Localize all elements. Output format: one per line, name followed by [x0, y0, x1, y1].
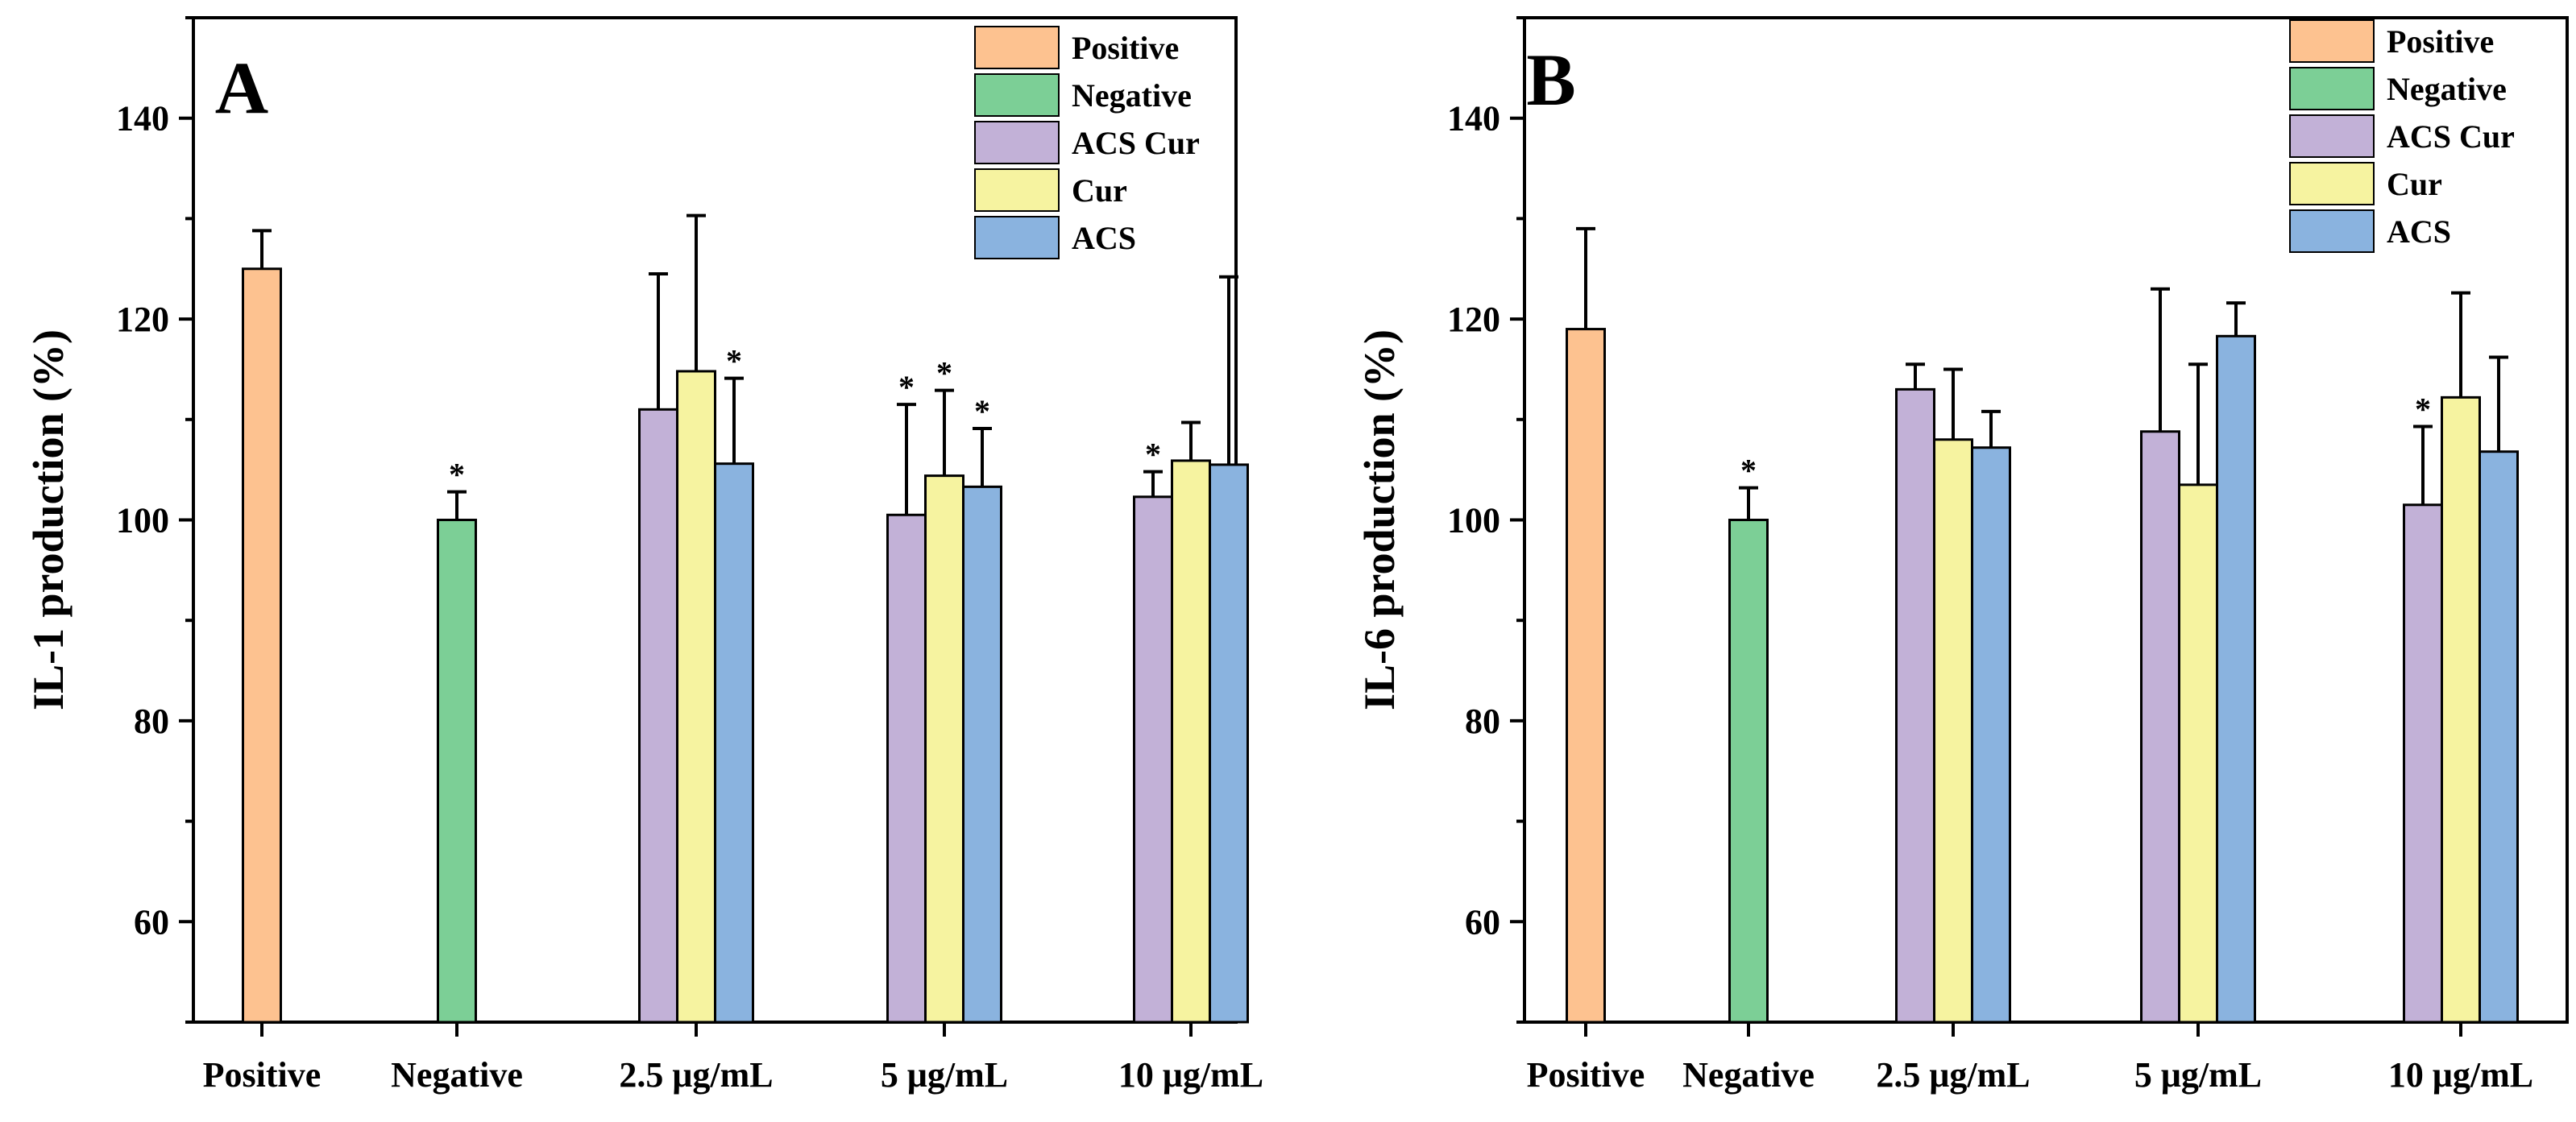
significance-marker: *: [1740, 453, 1757, 489]
x-category-label: 2.5 μg/mL: [619, 1055, 773, 1095]
legend-label: ACS Cur: [1072, 125, 1200, 161]
legend-label: Negative: [2387, 71, 2507, 107]
bar-negative: [437, 519, 477, 1024]
significance-marker: *: [974, 393, 990, 429]
significance-marker: *: [936, 355, 952, 391]
legend-label: Positive: [2387, 23, 2494, 60]
y-tick-label: 80: [1465, 702, 1500, 741]
y-axis-label: IL-1 production (%): [24, 329, 73, 710]
legend-label: Cur: [1072, 172, 1127, 209]
y-tick-label: 140: [116, 99, 169, 139]
legend-swatch: [2289, 114, 2375, 158]
y-tick-label: 60: [134, 902, 169, 942]
x-category-label: 5 μg/mL: [881, 1055, 1008, 1095]
y-tick-label: 140: [1447, 99, 1500, 139]
bar-cur: [2178, 483, 2218, 1024]
legend: Positive Negative ACS Cur Cur ACS: [2289, 19, 2515, 253]
x-category-label: Negative: [1682, 1055, 1815, 1095]
legend-label: ACS: [1072, 220, 1136, 256]
x-category-label: Positive: [1527, 1055, 1645, 1095]
bar-positive: [1566, 328, 1606, 1024]
chart-panel-B: 60 80 100 120 140 Positive Negative 2.5 μg/mL 5 …: [1355, 16, 2569, 1095]
legend-label: ACS: [2387, 213, 2451, 250]
legend-swatch: [974, 168, 1060, 212]
bar-acs: [2216, 334, 2256, 1024]
legend-swatch: [974, 26, 1060, 69]
legend-swatch: [974, 73, 1060, 117]
legend-swatch: [2289, 162, 2375, 205]
bar-acs: [962, 485, 1002, 1024]
chart-panel-A: 60 80 100 120 140 Positive Negative 2.5 μg/mL 5 …: [24, 16, 1263, 1095]
y-tick-label: 120: [1447, 300, 1500, 339]
x-category-label: Negative: [391, 1055, 523, 1095]
significance-marker: *: [449, 457, 465, 493]
bar-cur: [924, 474, 964, 1024]
bar-acs-cur: [1895, 387, 1935, 1024]
bar-acs: [2479, 450, 2519, 1024]
legend-swatch: [974, 216, 1060, 259]
y-tick-label: 100: [1447, 501, 1500, 540]
y-tick-label: 60: [1465, 902, 1500, 942]
y-axis-label: IL-6 production (%): [1355, 329, 1404, 710]
y-tick-label: 100: [116, 501, 169, 540]
bar-acs: [1971, 446, 2011, 1024]
legend: Positive Negative ACS Cur Cur ACS: [974, 26, 1200, 259]
bar-cur: [676, 370, 716, 1024]
y-tick-label: 120: [116, 300, 169, 339]
significance-marker: *: [1145, 437, 1161, 473]
bar-negative: [1728, 519, 1769, 1024]
x-category-label: 2.5 μg/mL: [1876, 1055, 2030, 1095]
significance-marker: *: [2415, 391, 2431, 428]
bar-acs: [714, 462, 754, 1024]
significance-marker: *: [898, 369, 915, 405]
bar-acs-cur: [1133, 495, 1173, 1024]
bar-positive: [242, 267, 282, 1024]
legend-label: Cur: [2387, 166, 2442, 202]
x-category-label: 10 μg/mL: [2388, 1055, 2533, 1095]
legend-swatch: [974, 121, 1060, 164]
bar-acs-cur: [886, 513, 927, 1024]
bar-acs-cur: [2140, 430, 2180, 1024]
bar-cur: [1933, 438, 1973, 1024]
bar-cur: [2441, 395, 2481, 1024]
legend-swatch: [2289, 19, 2375, 63]
legend-label: Negative: [1072, 77, 1192, 114]
y-tick-label: 80: [134, 702, 169, 741]
legend-swatch: [2289, 67, 2375, 110]
bar-acs-cur: [2403, 503, 2443, 1024]
legend-swatch: [2289, 209, 2375, 253]
x-category-label: 5 μg/mL: [2134, 1055, 2262, 1095]
panel-letter: A: [215, 47, 268, 129]
x-category-label: 10 μg/mL: [1118, 1055, 1263, 1095]
legend-label: ACS Cur: [2387, 118, 2515, 155]
bar-acs-cur: [638, 408, 678, 1024]
x-category-label: Positive: [203, 1055, 321, 1095]
significance-marker: *: [726, 343, 742, 379]
legend-label: Positive: [1072, 30, 1179, 66]
bar-cur: [1171, 459, 1211, 1024]
panel-letter: B: [1526, 39, 1575, 121]
bar-acs: [1209, 463, 1249, 1024]
